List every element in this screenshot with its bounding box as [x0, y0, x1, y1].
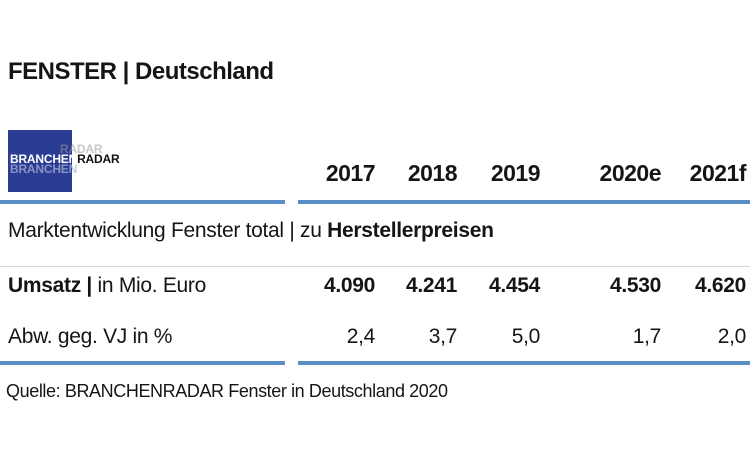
year-header-row: 2017 2018 2019 2020e 2021f	[0, 160, 750, 187]
year-header-2017: 2017	[325, 160, 376, 186]
logo-ghost-text-bottom: BRANCHEN	[10, 162, 78, 176]
year-header-2021f: 2021f	[689, 160, 747, 186]
abw-value-2018: 3,7	[428, 325, 458, 348]
row-label-abweichung: Abw. geg. VJ in %	[8, 325, 173, 348]
section-underline	[0, 266, 750, 267]
table-row: Umsatz | in Mio. Euro 4.090 4.241 4.454 …	[0, 274, 750, 298]
section-title: Marktentwicklung Fenster total | zu Hers…	[8, 219, 494, 243]
page-title: FENSTER | Deutschland	[8, 58, 274, 85]
logo-wordmark-branchen: BRANCHEN	[10, 152, 78, 166]
abw-value-2020e: 1,7	[632, 325, 662, 348]
table-row: Abw. geg. VJ in % 2,4 3,7 5,0 1,7 2,0	[0, 325, 750, 349]
logo-wordmark-radar: RADAR	[77, 152, 120, 166]
header-divider-line	[0, 200, 750, 204]
header-divider-right-segment	[298, 200, 750, 204]
umsatz-value-2020e: 4.530	[609, 274, 661, 297]
section-title-regular: Marktentwicklung Fenster total | zu	[8, 219, 328, 242]
logo-wordmark: BRANCHENRADAR	[10, 152, 120, 166]
abw-value-2021f: 2,0	[717, 325, 747, 348]
branchenradar-logo: RADAR BRANCHEN BRANCHENRADAR	[8, 130, 148, 194]
source-text: Quelle: BRANCHENRADAR Fenster in Deutsch…	[6, 381, 448, 401]
abw-value-2019: 5,0	[511, 325, 541, 348]
year-header-2019: 2019	[490, 160, 541, 186]
umsatz-value-2017: 4.090	[323, 274, 375, 297]
umsatz-value-2021f: 4.620	[694, 274, 746, 297]
footer-divider-right-segment	[298, 361, 750, 365]
row-label-umsatz: Umsatz | in Mio. Euro	[0, 274, 300, 298]
logo-blue-square	[8, 130, 72, 192]
abw-value-2017: 2,4	[346, 325, 376, 348]
year-header-2018: 2018	[407, 160, 458, 186]
row-label-umsatz-bold: Umsatz |	[8, 274, 92, 297]
footer-divider-line	[0, 361, 750, 365]
logo-ghost-text-top: RADAR	[60, 142, 103, 156]
footer-divider-left-segment	[0, 361, 285, 365]
header-divider-left-segment	[0, 200, 285, 204]
section-title-bold: Herstellerpreisen	[327, 219, 494, 242]
year-header-2020e: 2020e	[599, 160, 662, 186]
row-label-umsatz-regular: in Mio. Euro	[92, 274, 207, 297]
umsatz-value-2018: 4.241	[405, 274, 457, 297]
umsatz-value-2019: 4.454	[488, 274, 540, 297]
